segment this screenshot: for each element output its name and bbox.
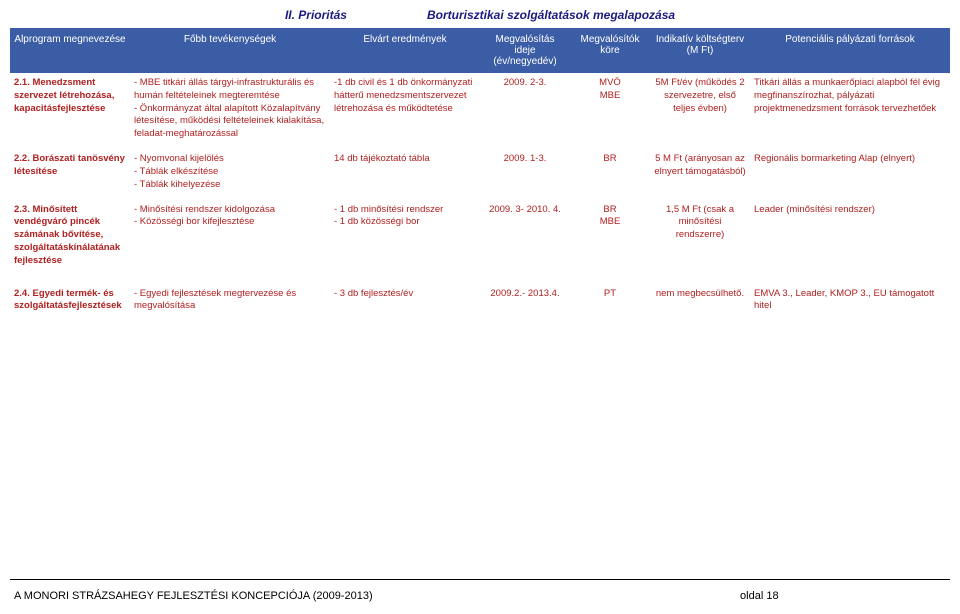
cell-time: 2009. 3- 2010. 4. bbox=[480, 200, 570, 276]
theme-label: Borturisztikai szolgáltatások megalapozá… bbox=[427, 8, 675, 22]
cell-cost: 1,5 M Ft (csak a minősítési rendszerre) bbox=[650, 200, 750, 276]
table-row: 2.3. Minősített vendégváró pincék számán… bbox=[10, 200, 950, 276]
page-footer: A MONORI STRÁZSAHEGY FEJLESZTÉSI KONCEPC… bbox=[10, 590, 950, 602]
cell-time: 2009. 1-3. bbox=[480, 149, 570, 199]
cell-act: - Egyedi fejlesztések megtervezése és me… bbox=[130, 276, 330, 322]
cell-src: Titkári állás a munkaerőpiaci alapból fé… bbox=[750, 73, 950, 149]
page-header: II. Prioritás Borturisztikai szolgáltatá… bbox=[0, 0, 960, 28]
cell-act: - Minősítési rendszer kidolgozása - Közö… bbox=[130, 200, 330, 276]
footer-divider bbox=[10, 579, 950, 580]
cell-sub: 2.2. Borászati tanösvény létesítése bbox=[10, 149, 130, 199]
cell-src: Leader (minősítési rendszer) bbox=[750, 200, 950, 276]
cell-actor: MVÖ MBE bbox=[570, 73, 650, 149]
cell-src: Regionális bormarketing Alap (elnyert) bbox=[750, 149, 950, 199]
cell-res: - 3 db fejlesztés/év bbox=[330, 276, 480, 322]
cell-cost: 5M Ft/év (működés 2 szervezetre, első te… bbox=[650, 73, 750, 149]
cell-cost: nem megbecsülhető. bbox=[650, 276, 750, 322]
cell-act: - MBE titkári állás tárgyi-infrastruktur… bbox=[130, 73, 330, 149]
cell-time: 2009. 2-3. bbox=[480, 73, 570, 149]
cell-time: 2009.2.- 2013.4. bbox=[480, 276, 570, 322]
footer-title: A MONORI STRÁZSAHEGY FEJLESZTÉSI KONCEPC… bbox=[14, 590, 373, 602]
col-cost: Indikatív költségterv (M Ft) bbox=[650, 28, 750, 73]
col-activities: Főbb tevékenységek bbox=[130, 28, 330, 73]
table-row: 2.4. Egyedi termék- és szolgáltatásfejle… bbox=[10, 276, 950, 322]
col-results: Elvárt eredmények bbox=[330, 28, 480, 73]
priority-label: II. Prioritás bbox=[285, 8, 347, 22]
col-subprogram: Alprogram megnevezése bbox=[10, 28, 130, 73]
cell-actor: BR bbox=[570, 149, 650, 199]
cell-sub: 2.3. Minősített vendégváró pincék számán… bbox=[10, 200, 130, 276]
cell-cost: 5 M Ft (arányosan az elnyert támogatásbó… bbox=[650, 149, 750, 199]
table-row: 2.2. Borászati tanösvény létesítése - Ny… bbox=[10, 149, 950, 199]
cell-res: -1 db civil és 1 db önkormányzati hátter… bbox=[330, 73, 480, 149]
col-sources: Potenciális pályázati források bbox=[750, 28, 950, 73]
cell-sub: 2.1. Menedzsment szervezet létrehozása, … bbox=[10, 73, 130, 149]
footer-page: oldal 18 bbox=[740, 590, 779, 602]
cell-res: 14 db tájékoztató tábla bbox=[330, 149, 480, 199]
cell-actor: PT bbox=[570, 276, 650, 322]
cell-src: EMVA 3., Leader, KMOP 3., EU támogatott … bbox=[750, 276, 950, 322]
priority-table: Alprogram megnevezése Főbb tevékenységek… bbox=[10, 28, 950, 321]
col-actors: Megvalósítók köre bbox=[570, 28, 650, 73]
table-row: 2.1. Menedzsment szervezet létrehozása, … bbox=[10, 73, 950, 149]
cell-res: - 1 db minősítési rendszer - 1 db közöss… bbox=[330, 200, 480, 276]
table-header-row: Alprogram megnevezése Főbb tevékenységek… bbox=[10, 28, 950, 73]
cell-act: - Nyomvonal kijelölés - Táblák elkészíté… bbox=[130, 149, 330, 199]
col-time: Megvalósítás ideje (év/negyedév) bbox=[480, 28, 570, 73]
cell-sub: 2.4. Egyedi termék- és szolgáltatásfejle… bbox=[10, 276, 130, 322]
cell-actor: BR MBE bbox=[570, 200, 650, 276]
